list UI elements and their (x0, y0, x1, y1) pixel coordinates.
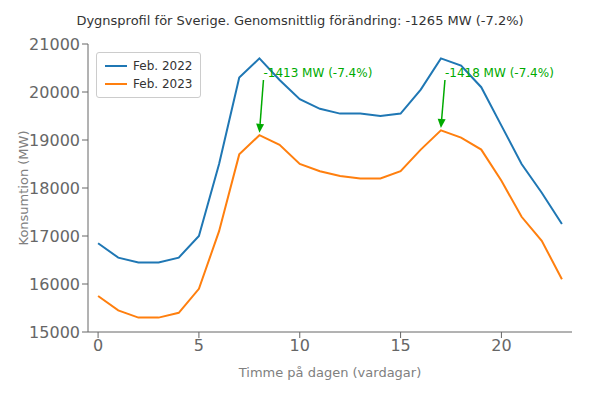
svg-text:Timme på dagen (vardagar): Timme på dagen (vardagar) (238, 365, 422, 380)
svg-text:Konsumtion (MW): Konsumtion (MW) (16, 131, 31, 246)
svg-text:16000: 16000 (29, 275, 80, 294)
svg-text:20: 20 (491, 336, 511, 355)
html-text:Dygnsprofil för Sverige. Genom: Dygnsprofil för Sverige. Genomsnittlig f… (76, 13, 524, 28)
html-text:Feb. 2022: Feb. 2022 (133, 59, 193, 73)
svg-text:21000: 21000 (29, 35, 80, 54)
svg-text:20000: 20000 (29, 83, 80, 102)
svg-text:-1413 MW (-7.4%): -1413 MW (-7.4%) (263, 66, 372, 80)
svg-text:18000: 18000 (29, 179, 80, 198)
svg-text:-1418 MW (-7.4%): -1418 MW (-7.4%) (445, 66, 554, 80)
svg-text:10: 10 (290, 336, 310, 355)
svg-text:15000: 15000 (29, 323, 80, 342)
html-text:Feb. 2023: Feb. 2023 (133, 77, 193, 91)
svg-text:17000: 17000 (29, 227, 80, 246)
svg-text:5: 5 (194, 336, 204, 355)
svg-text:0: 0 (93, 336, 103, 355)
svg-text:19000: 19000 (29, 131, 80, 150)
svg-text:15: 15 (390, 336, 410, 355)
